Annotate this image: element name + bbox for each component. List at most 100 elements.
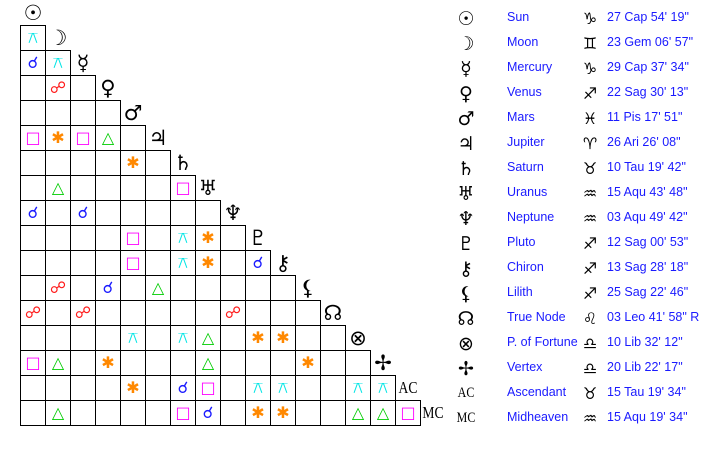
- aspect-cell: [20, 250, 46, 276]
- planet-name: Sun: [507, 10, 530, 24]
- zodiac-sign-icon: ♈: [582, 134, 598, 153]
- quincunx-icon: ⚻: [177, 328, 189, 347]
- vertex-icon: ✢: [458, 358, 474, 380]
- zodiac-sign-icon: ♉: [582, 384, 598, 403]
- opposition-icon: ☍: [49, 78, 67, 97]
- trine-icon: △: [151, 278, 165, 297]
- aspect-cell: △: [95, 125, 121, 151]
- planet-position: 10 Tau 19' 42": [607, 160, 686, 174]
- chiron-icon: ⚷: [459, 258, 473, 280]
- aspect-cell: [220, 375, 246, 401]
- aspect-cell: ✱: [295, 350, 321, 376]
- aspect-cell: [70, 225, 96, 251]
- midheaven-icon: MC: [422, 402, 444, 422]
- trine-icon: △: [51, 403, 65, 422]
- planet-name: True Node: [507, 310, 566, 324]
- aspect-cell: △: [195, 350, 221, 376]
- aspect-cell: [95, 100, 121, 126]
- uranus-icon: ♅: [198, 175, 218, 200]
- neptune-icon: ♆: [223, 200, 243, 225]
- planet-position: 15 Tau 19' 34": [607, 385, 686, 399]
- zodiac-sign-icon: ♊: [582, 34, 598, 53]
- aspect-cell: [120, 300, 146, 326]
- planet-row-neptune: ♆ Neptune ♒ 03 Aqu 49' 42": [450, 205, 705, 230]
- aspect-cell: ✱: [270, 400, 296, 426]
- aspect-cell: ⚻: [270, 375, 296, 401]
- zodiac-sign-icon: ♒: [582, 184, 598, 203]
- aspect-cell: [145, 350, 171, 376]
- sextile-icon: ✱: [126, 153, 140, 172]
- trine-icon: △: [351, 403, 365, 422]
- aspect-cell: [145, 225, 171, 251]
- planet-name: Midheaven: [507, 410, 569, 424]
- aspect-cell: [145, 250, 171, 276]
- pluto-icon: ♇: [248, 225, 268, 250]
- aspect-cell: [320, 400, 346, 426]
- ascendant-icon: AC: [398, 377, 418, 397]
- aspect-cell: [195, 275, 221, 301]
- planet-row-mercury: ☿ Mercury ♑ 29 Cap 37' 34": [450, 55, 705, 80]
- aspect-cell: ⚻: [45, 50, 71, 76]
- planet-name: Pluto: [507, 235, 536, 249]
- square-icon: □: [25, 128, 41, 147]
- quincunx-icon: ⚻: [177, 228, 189, 247]
- zodiac-sign-icon: ♐: [582, 284, 598, 303]
- zodiac-sign-icon: ♑: [582, 59, 598, 78]
- aspect-cell: □: [120, 250, 146, 276]
- aspect-cell: [20, 375, 46, 401]
- quincunx-icon: ⚻: [177, 253, 189, 272]
- planet-row-midheaven: MC Midheaven ♒ 15 Aqu 19' 34": [450, 405, 705, 430]
- aspect-cell: [70, 150, 96, 176]
- aspect-cell: △: [145, 275, 171, 301]
- venus-icon: ♀: [100, 75, 116, 100]
- aspect-cell: □: [120, 225, 146, 251]
- aspect-cell: ⚻: [20, 25, 46, 51]
- planet-position: 29 Cap 37' 34": [607, 60, 689, 74]
- moon-icon: ☽: [48, 25, 68, 50]
- aspect-cell: [220, 400, 246, 426]
- aspect-cell: [70, 350, 96, 376]
- aspect-cell: ⚻: [245, 375, 271, 401]
- aspect-cell: ☍: [70, 300, 96, 326]
- aspect-cell: [120, 350, 146, 376]
- aspect-cell: [345, 350, 371, 376]
- planet-name: Chiron: [507, 260, 544, 274]
- aspect-cell: [270, 350, 296, 376]
- aspect-cell: [95, 150, 121, 176]
- planet-row-pluto: ♇ Pluto ♐ 12 Sag 00' 53": [450, 230, 705, 255]
- planet-name: Lilith: [507, 285, 533, 299]
- aspect-cell: [95, 175, 121, 201]
- conjunction-icon: ☌: [27, 203, 39, 222]
- aspect-cell: ✱: [245, 400, 271, 426]
- planet-row-moon: ☽ Moon ♊ 23 Gem 06' 57": [450, 30, 705, 55]
- conjunction-icon: ☌: [102, 278, 114, 297]
- aspect-cell: △: [370, 400, 396, 426]
- zodiac-sign-icon: ♐: [582, 234, 598, 253]
- zodiac-sign-icon: ♎: [582, 359, 598, 378]
- aspect-cell: [270, 275, 296, 301]
- square-icon: □: [75, 128, 91, 147]
- aspect-cell: [170, 200, 196, 226]
- aspect-cell: ⚻: [170, 325, 196, 351]
- aspect-cell: [145, 325, 171, 351]
- aspect-cell: [320, 375, 346, 401]
- true-node-icon: ☊: [323, 300, 343, 325]
- planet-position: 27 Cap 54' 19": [607, 10, 689, 24]
- sextile-icon: ✱: [126, 378, 140, 397]
- quincunx-icon: ⚻: [352, 378, 364, 397]
- aspect-cell: ☌: [20, 50, 46, 76]
- planet-row-chiron: ⚷ Chiron ♐ 13 Sag 28' 18": [450, 255, 705, 280]
- uranus-icon: ♅: [457, 183, 475, 205]
- zodiac-sign-icon: ♉: [582, 159, 598, 178]
- sextile-icon: ✱: [301, 353, 315, 372]
- aspect-cell: [20, 75, 46, 101]
- aspect-cell: [95, 250, 121, 276]
- planet-name: P. of Fortune: [507, 335, 578, 349]
- planet-name: Vertex: [507, 360, 543, 374]
- aspect-cell: ☌: [195, 400, 221, 426]
- mercury-icon: ☿: [76, 50, 90, 75]
- sextile-icon: ✱: [276, 403, 290, 422]
- sextile-icon: ✱: [101, 353, 115, 372]
- aspect-cell: ☍: [220, 300, 246, 326]
- aspect-cell: ✱: [270, 325, 296, 351]
